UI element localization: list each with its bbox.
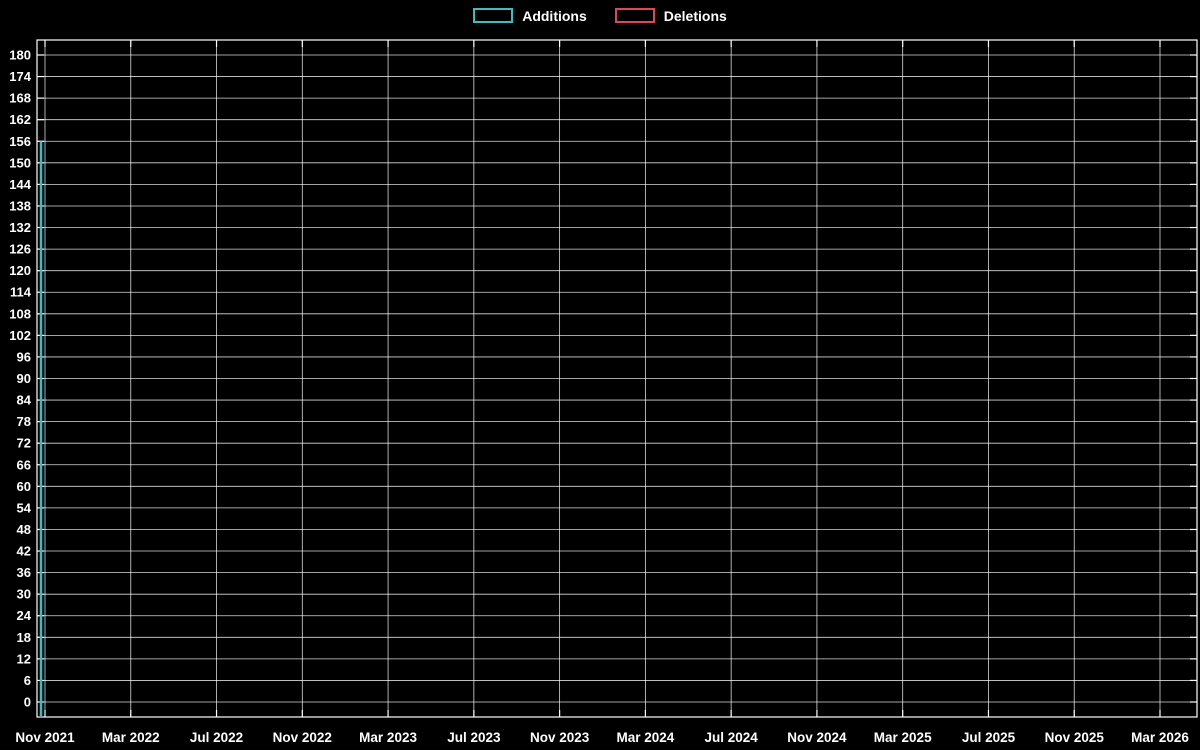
- x-tick-label: Nov 2022: [273, 730, 332, 745]
- x-tick-label: Mar 2024: [616, 730, 674, 745]
- x-tick-label: Mar 2025: [874, 730, 932, 745]
- y-tick-label: 30: [17, 587, 31, 602]
- y-tick-label: 102: [9, 328, 31, 343]
- y-tick-label: 0: [24, 695, 31, 710]
- y-tick-label: 162: [9, 112, 31, 127]
- y-tick-label: 48: [17, 522, 31, 537]
- y-tick-label: 174: [9, 69, 31, 84]
- y-tick-label: 12: [17, 651, 31, 666]
- y-tick-label: 138: [9, 198, 31, 213]
- y-tick-label: 84: [17, 393, 32, 408]
- x-tick-label: Mar 2026: [1131, 730, 1189, 745]
- legend-label-deletions: Deletions: [663, 7, 727, 24]
- x-tick-label: Jul 2025: [962, 730, 1016, 745]
- y-tick-label: 54: [17, 500, 32, 515]
- y-tick-label: 78: [17, 414, 31, 429]
- x-tick-label: Nov 2021: [15, 730, 75, 745]
- x-tick-label: Jul 2024: [705, 730, 759, 745]
- y-tick-label: 72: [17, 436, 31, 451]
- y-tick-label: 108: [9, 306, 31, 321]
- chart-legend: Additions Deletions: [0, 8, 1200, 23]
- y-tick-label: 60: [17, 479, 31, 494]
- y-tick-label: 144: [9, 177, 31, 192]
- x-tick-label: Nov 2023: [530, 730, 590, 745]
- legend-item-deletions: Deletions: [614, 7, 727, 24]
- x-tick-label: Nov 2024: [787, 730, 847, 745]
- y-tick-label: 66: [17, 457, 31, 472]
- x-tick-label: Mar 2022: [102, 730, 160, 745]
- additions-swatch-icon: [473, 8, 514, 23]
- legend-label-additions: Additions: [522, 7, 587, 24]
- x-tick-label: Jul 2023: [447, 730, 501, 745]
- x-tick-label: Jul 2022: [190, 730, 243, 745]
- y-tick-label: 150: [9, 155, 31, 170]
- y-tick-label: 42: [17, 544, 31, 559]
- deletions-swatch-icon: [614, 8, 655, 23]
- legend-item-additions: Additions: [473, 8, 587, 23]
- y-tick-label: 120: [9, 263, 31, 278]
- x-tick-label: Mar 2023: [359, 730, 417, 745]
- y-tick-label: 168: [9, 91, 31, 106]
- y-tick-label: 126: [9, 242, 31, 257]
- y-tick-label: 180: [9, 48, 31, 63]
- y-tick-label: 90: [17, 371, 31, 386]
- y-tick-label: 36: [17, 565, 31, 580]
- y-tick-label: 24: [17, 608, 32, 623]
- y-tick-label: 132: [9, 220, 31, 235]
- y-tick-label: 6: [24, 673, 31, 688]
- y-tick-label: 96: [17, 349, 31, 364]
- x-tick-label: Nov 2025: [1045, 730, 1105, 745]
- y-tick-label: 18: [17, 630, 31, 645]
- y-tick-label: 114: [10, 285, 32, 300]
- y-tick-label: 156: [9, 134, 31, 149]
